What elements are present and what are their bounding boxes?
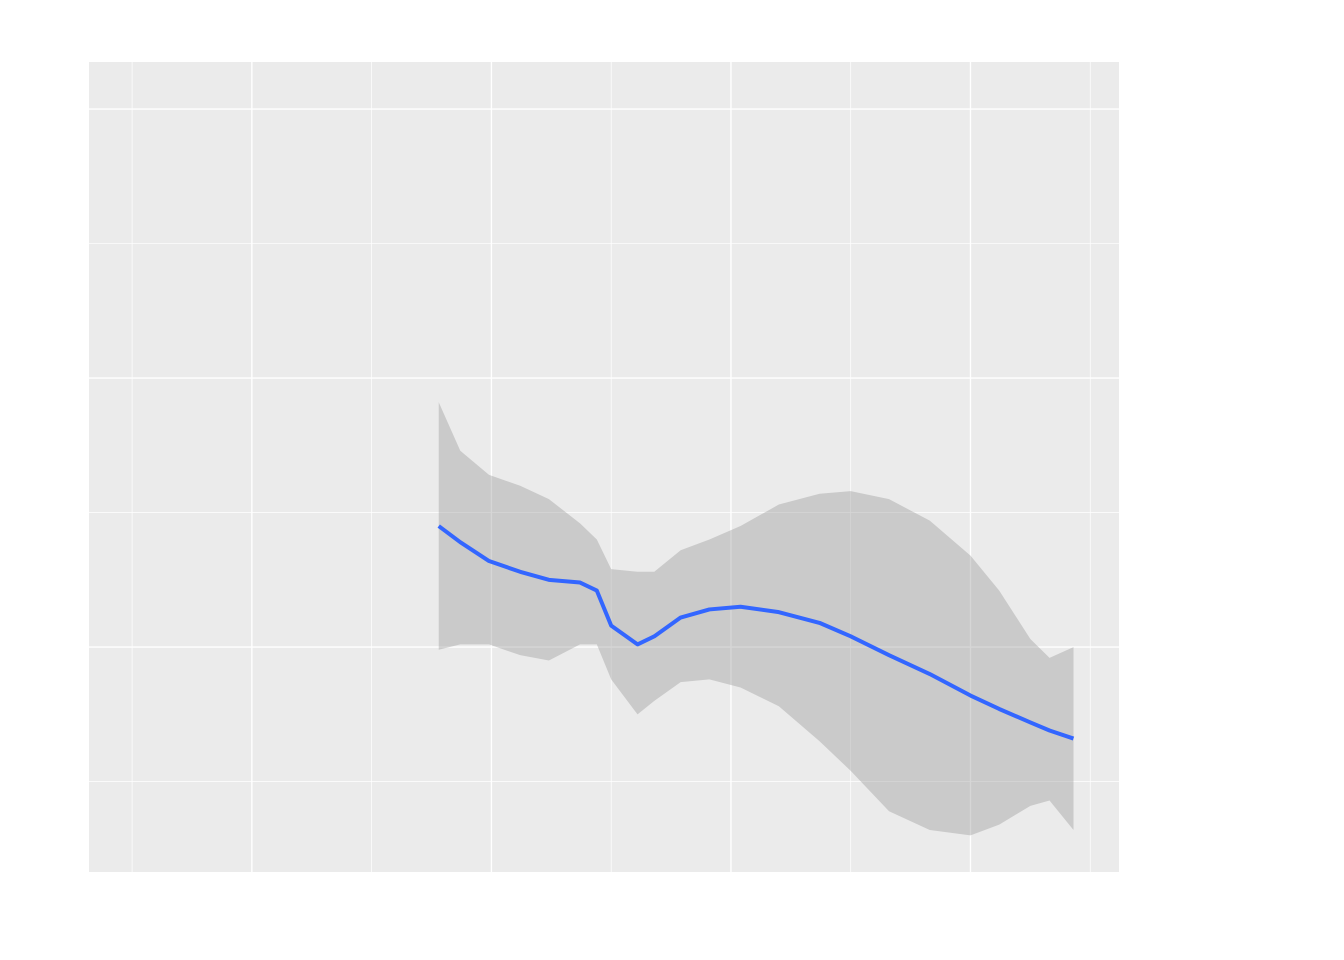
panel-background [89,62,1119,872]
confidence-band [438,402,1074,836]
smooth-line [437,524,1075,741]
